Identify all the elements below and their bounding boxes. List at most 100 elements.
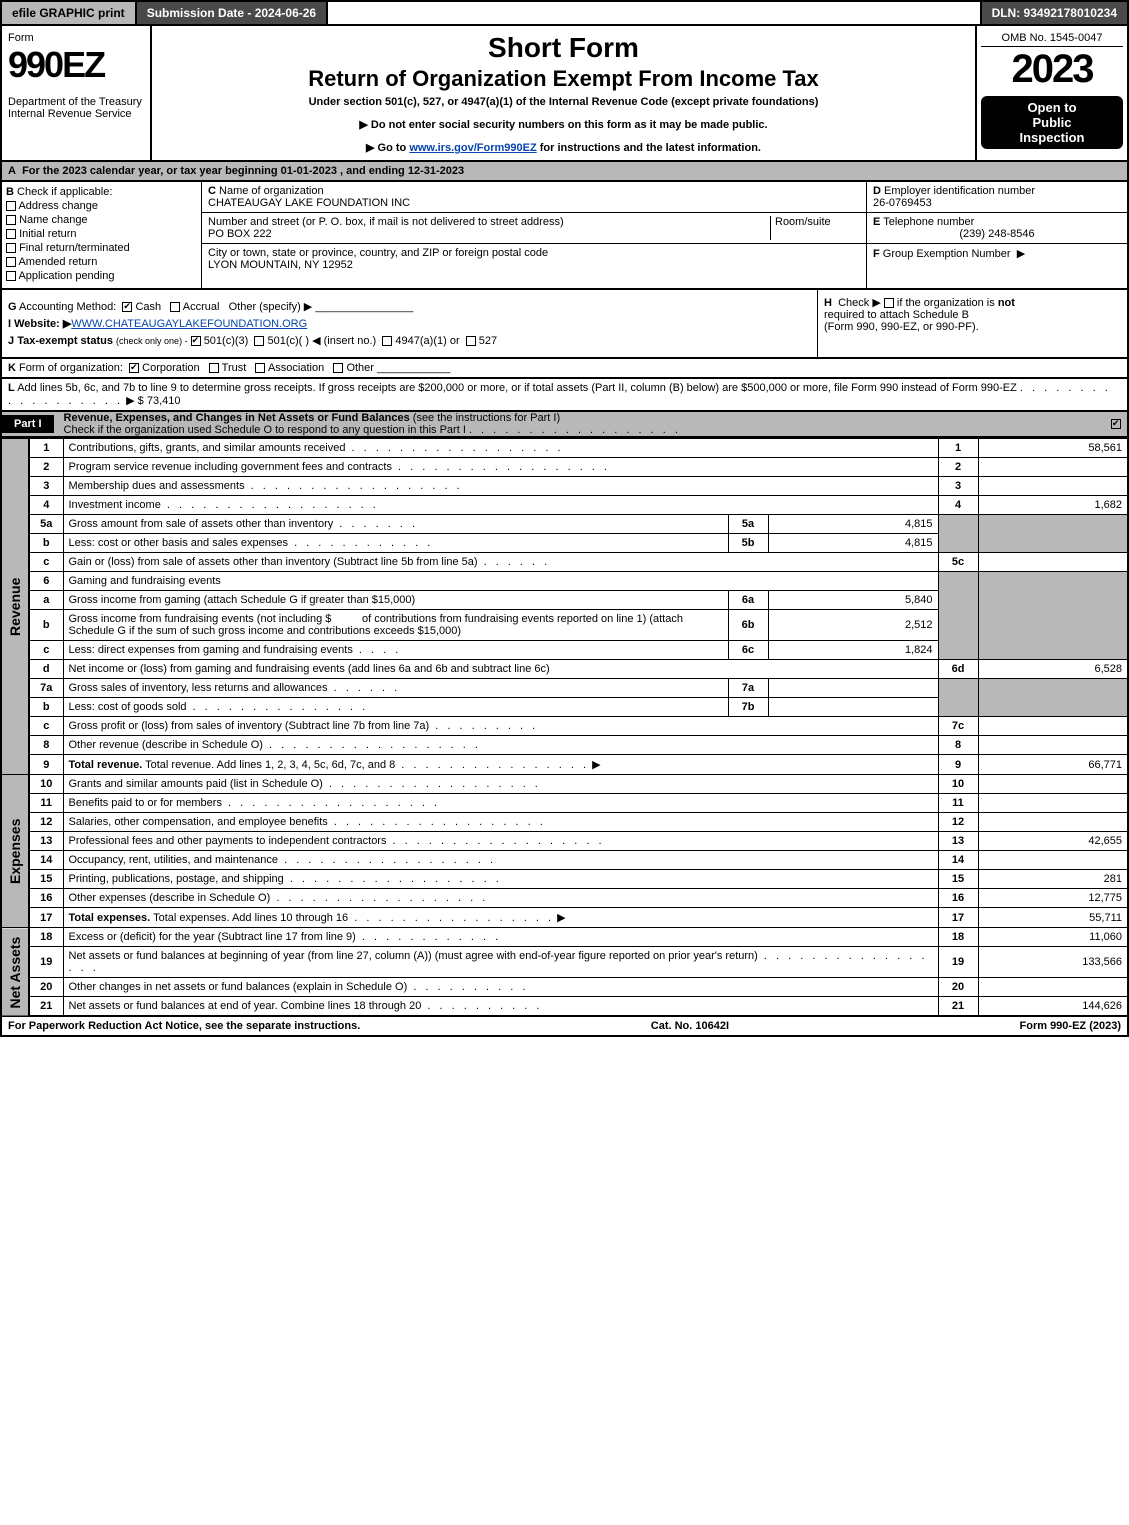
form-word: Form: [8, 32, 144, 44]
l19-desc: Net assets or fund balances at beginning…: [69, 950, 758, 962]
l14-desc: Occupancy, rent, utilities, and maintena…: [69, 854, 279, 866]
chk-4947a1[interactable]: [382, 336, 392, 346]
inspect-2: Public: [985, 115, 1119, 130]
submission-date-button[interactable]: Submission Date - 2024-06-26: [137, 2, 328, 24]
l6b-val: 2,512: [768, 610, 938, 641]
l7c-desc: Gross profit or (loss) from sales of inv…: [69, 720, 430, 732]
chk-501c3[interactable]: [191, 336, 201, 346]
line-a-text: For the 2023 calendar year, or tax year …: [22, 165, 464, 177]
section-bcdef: B Check if applicable: Address change Na…: [0, 182, 1129, 290]
line-h: H Check ▶ if the organization is not req…: [817, 290, 1127, 357]
section-c: C Name of organization CHATEAUGAY LAKE F…: [202, 182, 867, 288]
return-title: Return of Organization Exempt From Incom…: [158, 66, 969, 92]
irs-link[interactable]: www.irs.gov/Form990EZ: [409, 142, 536, 154]
website-link[interactable]: WWW.CHATEAUGAYLAKEFOUNDATION.ORG: [71, 318, 307, 330]
l3-val: [978, 477, 1128, 496]
open-public-inspection: Open to Public Inspection: [981, 96, 1123, 149]
l1-val: 58,561: [978, 439, 1128, 458]
part1-title: Revenue, Expenses, and Changes in Net As…: [64, 412, 410, 424]
l14-val: [978, 851, 1128, 870]
l12-desc: Salaries, other compensation, and employ…: [69, 816, 328, 828]
irs-label: Internal Revenue Service: [8, 108, 144, 120]
chk-other-org[interactable]: [333, 363, 343, 373]
l21-desc: Net assets or fund balances at end of ye…: [69, 1000, 422, 1012]
l9-desc: Total revenue. Add lines 1, 2, 3, 4, 5c,…: [145, 759, 395, 771]
l6b-desc1: Gross income from fundraising events (no…: [69, 613, 332, 625]
l10-val: [978, 775, 1128, 794]
chk-address-change[interactable]: Address change: [6, 200, 197, 212]
goto-pre: ▶ Go to: [366, 142, 409, 154]
l5a-val: 4,815: [768, 515, 938, 534]
chk-assoc[interactable]: [255, 363, 265, 373]
l16-val: 12,775: [978, 889, 1128, 908]
f-arrow: ▶: [1017, 248, 1025, 260]
line-j: J Tax-exempt status (check only one) - 5…: [8, 334, 811, 347]
l12-val: [978, 813, 1128, 832]
l7b-val: [768, 698, 938, 717]
l18-val: 11,060: [978, 928, 1128, 947]
chk-amended-return[interactable]: Amended return: [6, 256, 197, 268]
ein-value: 26-0769453: [873, 197, 932, 209]
chk-h[interactable]: [884, 298, 894, 308]
l13-val: 42,655: [978, 832, 1128, 851]
chk-trust[interactable]: [209, 363, 219, 373]
l2-val: [978, 458, 1128, 477]
chk-527[interactable]: [466, 336, 476, 346]
l6-desc: Gaming and fundraising events: [63, 572, 938, 591]
topbar-spacer: [328, 2, 979, 24]
org-street: PO BOX 222: [208, 228, 272, 240]
header-left: Form 990EZ Department of the Treasury In…: [2, 26, 152, 160]
l2-desc: Program service revenue including govern…: [69, 461, 392, 473]
chk-final-return[interactable]: Final return/terminated: [6, 242, 197, 254]
b-title: Check if applicable:: [17, 186, 112, 198]
l5b-desc: Less: cost or other basis and sales expe…: [69, 537, 289, 549]
dept-label: Department of the Treasury: [8, 96, 144, 108]
netassets-vlabel: Net Assets: [1, 928, 29, 1017]
l8-val: [978, 736, 1128, 755]
expenses-vlabel: Expenses: [1, 775, 29, 928]
g-label: Accounting Method:: [19, 301, 116, 313]
chk-initial-return[interactable]: Initial return: [6, 228, 197, 240]
l19-val: 133,566: [978, 947, 1128, 978]
footer-catno: Cat. No. 10642I: [360, 1020, 1019, 1032]
l7a-desc: Gross sales of inventory, less returns a…: [69, 682, 328, 694]
l20-val: [978, 978, 1128, 997]
l10-desc: Grants and similar amounts paid (list in…: [69, 778, 323, 790]
lno-1: 1: [29, 439, 63, 458]
chk-schedule-o[interactable]: [1111, 419, 1121, 429]
l7b-desc: Less: cost of goods sold: [69, 701, 187, 713]
chk-corp[interactable]: [129, 363, 139, 373]
section-def: D Employer identification number 26-0769…: [867, 182, 1127, 288]
j-label: Tax-exempt status: [17, 335, 113, 347]
top-bar: efile GRAPHIC print Submission Date - 20…: [0, 0, 1129, 26]
chk-name-change[interactable]: Name change: [6, 214, 197, 226]
footer-right: Form 990-EZ (2023): [1020, 1020, 1122, 1032]
l1-desc: Contributions, gifts, grants, and simila…: [69, 442, 346, 454]
l7a-val: [768, 679, 938, 698]
g-other: Other (specify) ▶: [229, 301, 313, 313]
l20-desc: Other changes in net assets or fund bala…: [69, 981, 408, 993]
chk-accrual[interactable]: [170, 302, 180, 312]
d-label: Employer identification number: [884, 185, 1035, 197]
omb-number: OMB No. 1545-0047: [981, 30, 1123, 47]
line-a: A For the 2023 calendar year, or tax yea…: [0, 162, 1129, 182]
section-ghij: G Accounting Method: Cash Accrual Other …: [0, 290, 1129, 359]
footer-left: For Paperwork Reduction Act Notice, see …: [8, 1020, 360, 1032]
l5c-desc: Gain or (loss) from sale of assets other…: [69, 556, 478, 568]
header-center: Short Form Return of Organization Exempt…: [152, 26, 977, 160]
part1-label: Part I: [2, 415, 54, 433]
chk-cash[interactable]: [122, 302, 132, 312]
short-form-title: Short Form: [158, 32, 969, 64]
l-text: Add lines 5b, 6c, and 7b to line 9 to de…: [17, 382, 1017, 394]
chk-application-pending[interactable]: Application pending: [6, 270, 197, 282]
line-i: I Website: ▶WWW.CHATEAUGAYLAKEFOUNDATION…: [8, 317, 811, 330]
efile-print-button[interactable]: efile GRAPHIC print: [2, 2, 137, 24]
i-label: Website: ▶: [14, 318, 71, 330]
chk-501c[interactable]: [254, 336, 264, 346]
l11-val: [978, 794, 1128, 813]
l16-desc: Other expenses (describe in Schedule O): [69, 892, 271, 904]
line-g: G Accounting Method: Cash Accrual Other …: [8, 300, 811, 313]
l4-desc: Investment income: [69, 499, 161, 511]
l4-val: 1,682: [978, 496, 1128, 515]
room-suite: Room/suite: [770, 216, 860, 240]
